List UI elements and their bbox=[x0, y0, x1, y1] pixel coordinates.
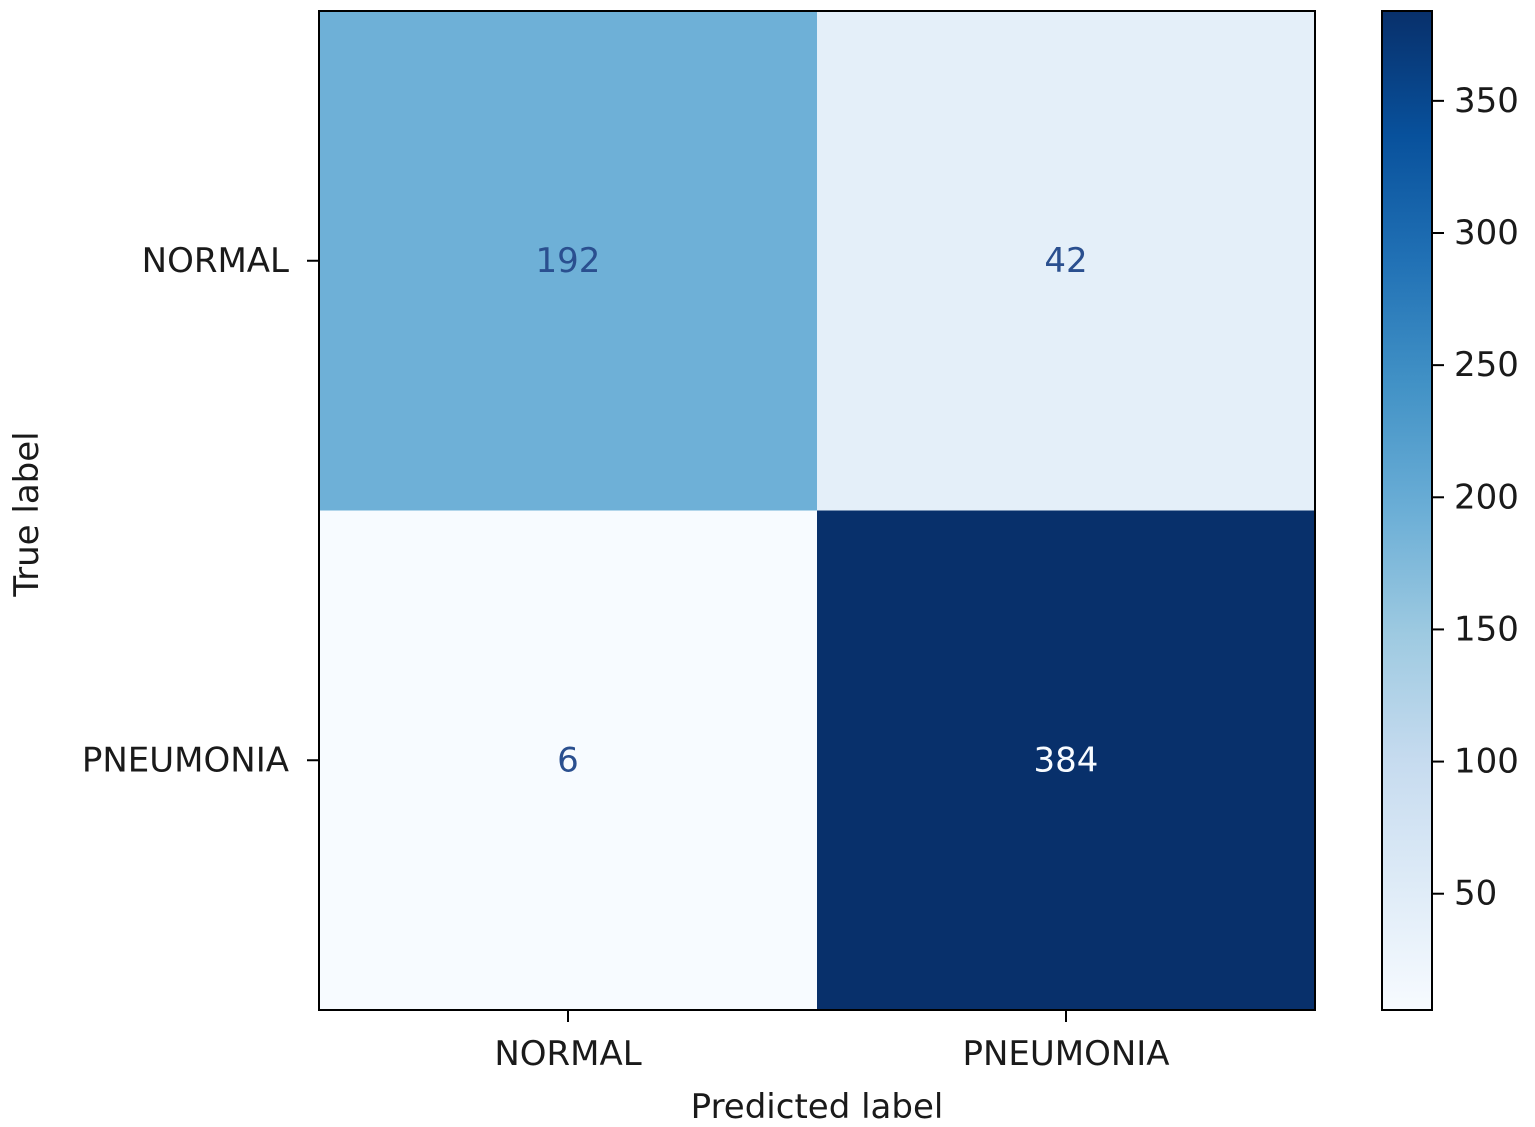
y-axis-ticks: NORMAL PNEUMONIA bbox=[82, 241, 319, 780]
cell-pneumonia-pneumonia bbox=[817, 510, 1316, 1011]
cell-value-normal-pneumonia: 42 bbox=[1044, 241, 1087, 281]
x-tick-label: NORMAL bbox=[494, 1034, 641, 1074]
cell-normal-normal bbox=[319, 11, 818, 511]
colorbar-tick-label: 350 bbox=[1454, 81, 1519, 121]
colorbar-tick-label: 100 bbox=[1454, 742, 1519, 782]
colorbar-tick-label: 300 bbox=[1454, 213, 1519, 253]
colorbar-tick-label: 150 bbox=[1454, 609, 1519, 649]
colorbar bbox=[1381, 10, 1433, 1011]
y-tick-label: NORMAL bbox=[142, 241, 289, 281]
cell-value-normal-normal: 192 bbox=[536, 241, 601, 281]
cell-normal-pneumonia bbox=[817, 11, 1316, 511]
heatmap-cells bbox=[319, 11, 1316, 1011]
cell-value-pneumonia-normal: 6 bbox=[557, 740, 579, 780]
cell-pneumonia-normal bbox=[319, 510, 818, 1011]
colorbar-tick-label: 250 bbox=[1454, 345, 1519, 385]
colorbar-ticks: 50 100 150 200 250 300 350 bbox=[1432, 81, 1519, 914]
x-axis-ticks: NORMAL PNEUMONIA bbox=[494, 1010, 1170, 1074]
colorbar-tick-label: 50 bbox=[1454, 874, 1497, 914]
heatmap-cell-labels: 192 42 6 384 bbox=[536, 241, 1099, 781]
plot-frame bbox=[318, 10, 1316, 1011]
cell-value-pneumonia-pneumonia: 384 bbox=[1034, 740, 1099, 780]
colorbar-tick-label: 200 bbox=[1454, 477, 1519, 517]
y-axis-title: True label bbox=[7, 431, 47, 597]
x-axis-title: Predicted label bbox=[691, 1087, 944, 1127]
y-tick-label: PNEUMONIA bbox=[82, 740, 289, 780]
x-tick-label: PNEUMONIA bbox=[962, 1034, 1169, 1074]
